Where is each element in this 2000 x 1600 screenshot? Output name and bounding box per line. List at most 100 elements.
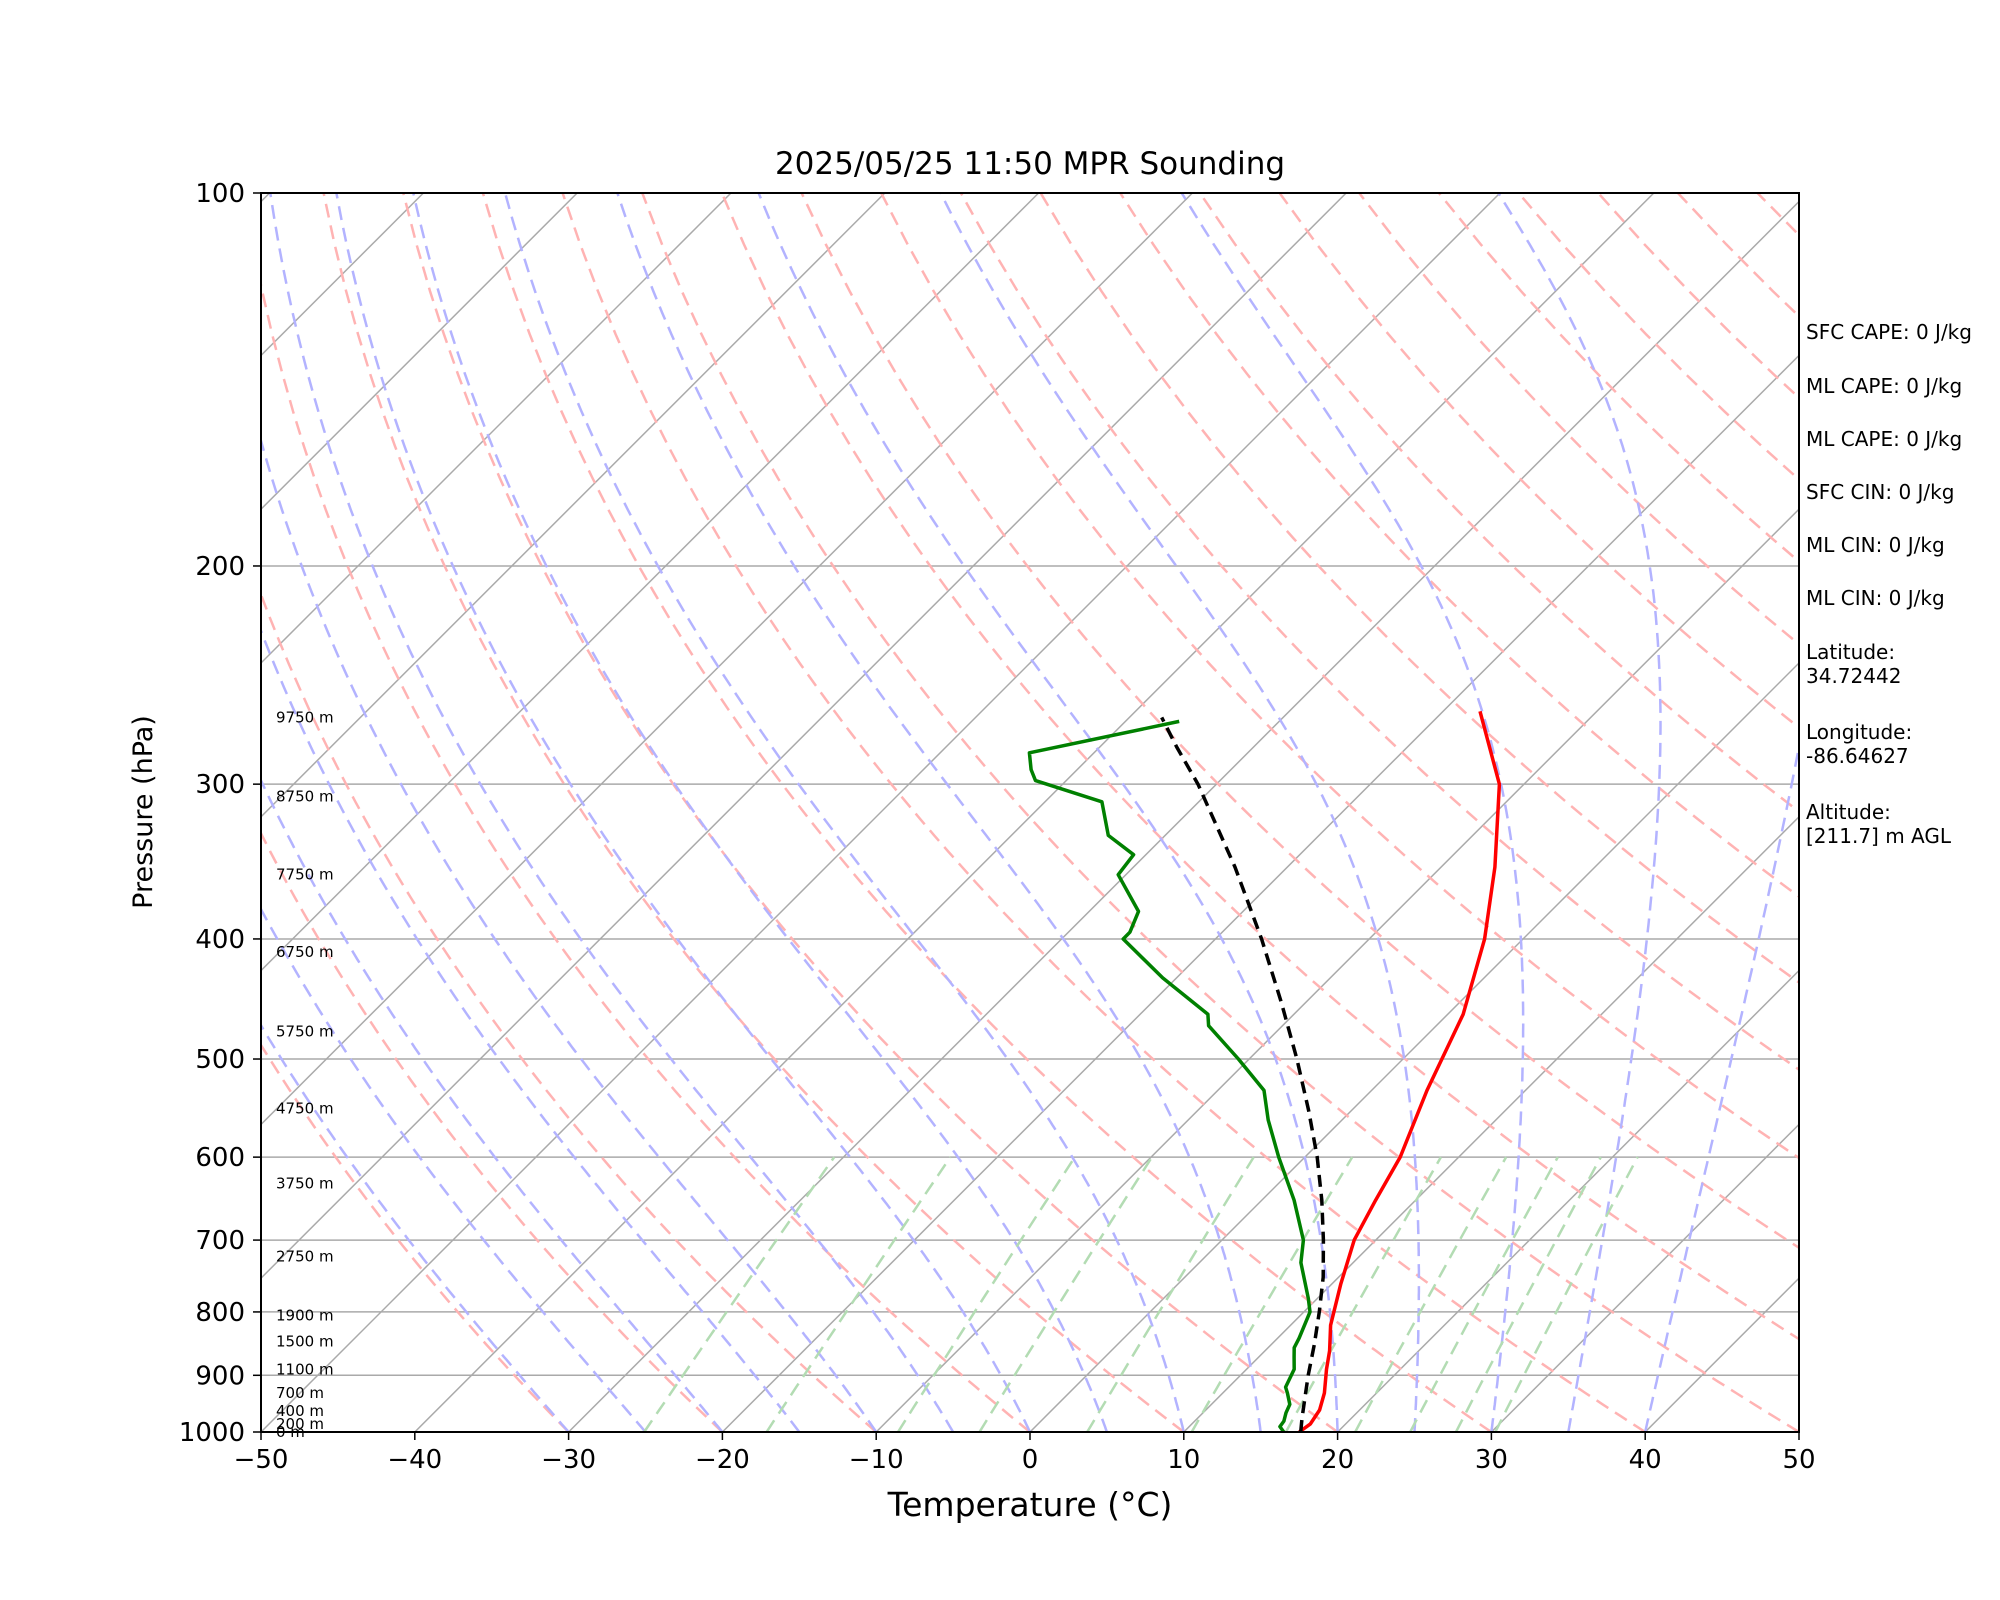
moist-adiabat-line	[939, 193, 1421, 1432]
isotherm-line	[261, 193, 1193, 1126]
height-label: 700 m	[276, 1384, 324, 1402]
isotherm-line	[1029, 661, 1799, 1432]
height-label: 1500 m	[276, 1332, 334, 1350]
chart-title: 2025/05/25 11:50 MPR Sounding	[775, 146, 1285, 182]
height-label: 200 m	[276, 1415, 324, 1433]
x-tick-label: 30	[1475, 1445, 1508, 1475]
mixing-ratio-line	[978, 1156, 1153, 1432]
moist-adiabat-line	[261, 1022, 570, 1432]
height-label: 1900 m	[276, 1306, 334, 1324]
height-label: 4750 m	[276, 1099, 334, 1117]
isotherm-line	[568, 200, 1799, 1432]
moist-adiabat-line	[503, 193, 1186, 1432]
isotherm-line	[875, 508, 1799, 1432]
x-tick-label: 20	[1321, 1445, 1354, 1475]
dry-adiabat-line	[261, 591, 878, 1432]
isotherm-line	[1490, 1123, 1799, 1432]
moist-adiabat-line	[1497, 193, 1662, 1432]
info-panel-entry: Latitude: 34.72442	[1806, 640, 1902, 688]
dry-adiabat-line	[1278, 193, 1799, 730]
y-tick-label: 900	[195, 1361, 245, 1391]
info-panel-entry: ML CIN: 0 J/kg	[1806, 586, 1945, 610]
dry-adiabat-line	[720, 193, 1799, 1341]
moist-adiabat-line	[1643, 740, 1799, 1432]
mixing-ratio-line	[1494, 1156, 1639, 1432]
height-label: 8750 m	[276, 788, 334, 806]
mixing-ratio-line	[643, 1156, 836, 1432]
height-label: 6750 m	[276, 943, 334, 961]
y-tick-label: 300	[195, 770, 245, 800]
mixing-ratio-line	[1190, 1156, 1354, 1432]
info-panel-entry: SFC CAPE: 0 J/kg	[1806, 320, 1972, 344]
isotherm-line	[721, 354, 1799, 1432]
x-tick-label: −50	[234, 1445, 289, 1475]
x-tick-label: −40	[387, 1445, 442, 1475]
info-panel-entry: ML CIN: 0 J/kg	[1806, 533, 1945, 557]
y-tick-label: 500	[195, 1045, 245, 1075]
y-tick-label: 100	[195, 179, 245, 209]
height-label: 1100 m	[276, 1360, 334, 1378]
isotherm-line	[261, 193, 732, 665]
mixing-ratio-line	[1086, 1156, 1255, 1432]
sounding-traces	[1027, 710, 1502, 1432]
height-label: 0 m	[276, 1423, 305, 1441]
isotherm-line	[261, 193, 1040, 972]
y-axis-label: Pressure (hPa)	[128, 715, 159, 909]
moist-adiabat-line	[335, 193, 1032, 1432]
x-tick-label: −30	[541, 1445, 596, 1475]
dry-adiabat-line	[261, 278, 1031, 1432]
x-tick-label: 10	[1167, 1445, 1200, 1475]
isotherm-line	[414, 193, 1655, 1432]
mixing-ratio-line	[1454, 1156, 1602, 1432]
axis-ticks: −50 −40 −30 −20 −10 0 10 20 30 40 50 100 200 300 400 50…	[179, 179, 1816, 1475]
mixing-ratio-line	[1354, 1156, 1508, 1432]
y-tick-label: 700	[195, 1226, 245, 1256]
isotherm-line	[0, 193, 116, 1432]
dry-adiabat-line	[322, 193, 1185, 1432]
dry-adiabat-line	[641, 193, 1799, 1432]
x-axis-label: Temperature (°C)	[887, 1485, 1173, 1524]
temperature-trace	[1298, 710, 1502, 1432]
y-tick-label: 200	[195, 552, 245, 582]
dry-adiabat-line	[561, 193, 1646, 1432]
info-panel-entry: ML CAPE: 0 J/kg	[1806, 374, 1963, 398]
mixing-ratio-line	[896, 1156, 1076, 1432]
dewpoint-trace	[1027, 719, 1312, 1432]
isotherm-line	[1337, 969, 1799, 1432]
y-tick-label: 400	[195, 925, 245, 955]
plot-frame	[260, 192, 1800, 1433]
isotherm-line	[261, 193, 1347, 1280]
moist-adiabat-line	[616, 193, 1262, 1432]
info-panel-entry: SFC CIN: 0 J/kg	[1806, 480, 1955, 504]
moist-adiabat-line	[757, 193, 1339, 1432]
background-lines	[0, 193, 1799, 1432]
dry-adiabat-line	[261, 1042, 570, 1432]
moist-adiabat-line	[412, 193, 1109, 1432]
info-panel-entry: Longitude: -86.64627	[1806, 720, 1913, 768]
info-panel-entry: ML CAPE: 0 J/kg	[1806, 427, 1963, 451]
x-tick-label: −10	[849, 1445, 904, 1475]
isotherm-line	[1183, 815, 1799, 1432]
dry-adiabat-line	[481, 193, 1493, 1432]
height-label: 3750 m	[276, 1174, 334, 1192]
mixing-ratio-line	[1409, 1156, 1559, 1432]
mixing-ratio-line	[1284, 1156, 1442, 1432]
moist-adiabat-line	[269, 193, 955, 1432]
moist-adiabat-line	[261, 627, 801, 1432]
height-label: 400 m	[276, 1402, 324, 1420]
isotherm-line	[261, 193, 578, 511]
isotherm-line	[261, 193, 886, 818]
dry-adiabat-line	[880, 193, 1799, 1160]
height-label: 2750 m	[276, 1248, 334, 1266]
mixing-ratio-line	[765, 1156, 952, 1432]
height-label: 5750 m	[276, 1022, 334, 1040]
dry-adiabat-line	[800, 193, 1799, 1250]
height-label: 9750 m	[276, 708, 334, 726]
moist-adiabat-line	[261, 777, 724, 1432]
x-tick-label: 50	[1782, 1445, 1815, 1475]
y-tick-label: 600	[195, 1143, 245, 1173]
y-tick-label: 1000	[179, 1418, 245, 1448]
moist-adiabat-line	[261, 436, 878, 1432]
dry-adiabat-line	[402, 193, 1339, 1432]
